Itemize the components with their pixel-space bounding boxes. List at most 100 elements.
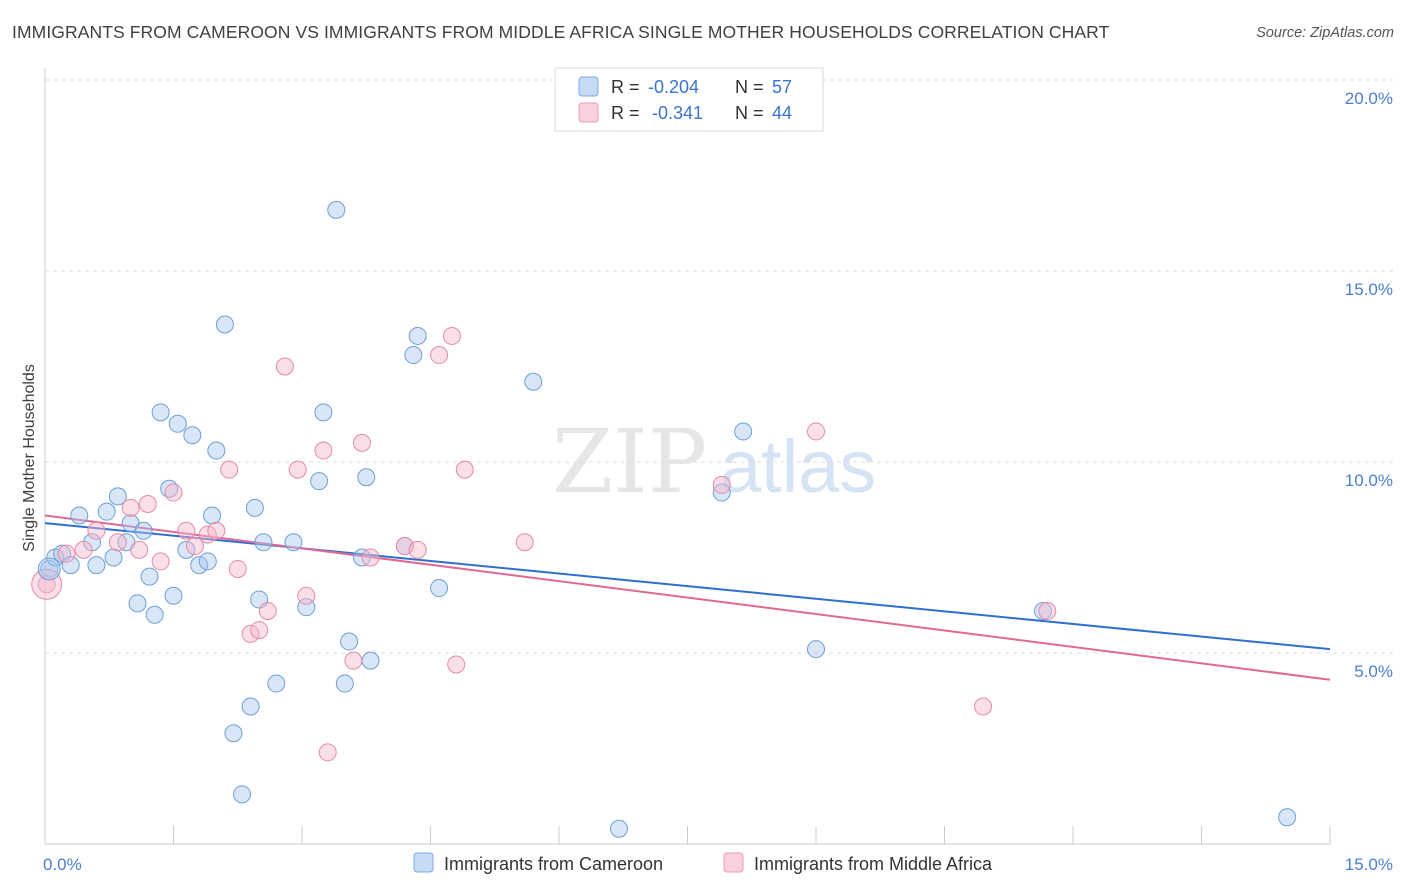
point-middle-africa-30 — [442, 326, 461, 345]
data-points — [31, 200, 1297, 838]
point-middle-africa-21 — [297, 586, 316, 605]
point-cameroon-42 — [357, 468, 376, 487]
point-cameroon-48 — [524, 372, 543, 391]
point-middle-africa-15 — [228, 559, 247, 578]
point-cameroon-51 — [734, 422, 753, 441]
point-cameroon-22 — [190, 556, 209, 575]
point-middle-africa-7 — [138, 495, 157, 514]
y-tick-label-3: 20.0% — [1345, 89, 1393, 108]
legend-n-value-2: 44 — [772, 103, 792, 123]
y-axis-label: Single Mother Households — [21, 364, 38, 552]
point-middle-africa-29 — [430, 346, 449, 365]
point-cameroon-30 — [245, 498, 264, 517]
legend-swatch-cameroon — [578, 76, 599, 97]
point-cameroon-28 — [233, 785, 252, 804]
point-middle-africa-12 — [198, 525, 217, 544]
legend-r-value-1: -0.204 — [648, 77, 699, 97]
point-cameroon-29 — [241, 697, 260, 716]
point-cameroon-9 — [108, 487, 127, 506]
point-cameroon-large — [37, 557, 61, 581]
point-middle-africa-13 — [207, 521, 226, 540]
trend-line-cameroon — [44, 522, 1331, 651]
point-cameroon-38 — [327, 200, 346, 219]
point-middle-africa-28 — [408, 540, 427, 559]
gridlines — [45, 79, 1395, 654]
point-middle-africa-11 — [185, 537, 204, 556]
series-legend-swatch-middle-africa — [723, 852, 744, 873]
series-legend-label-middle-africa: Immigrants from Middle Africa — [754, 854, 993, 874]
point-middle-africa-2 — [74, 540, 93, 559]
point-middle-africa-26 — [361, 548, 380, 567]
point-cameroon-52 — [807, 640, 825, 659]
chart-title: IMMIGRANTS FROM CAMEROON VS IMMIGRANTS F… — [12, 22, 1110, 42]
point-cameroon-18 — [164, 586, 183, 605]
point-cameroon-49 — [609, 819, 628, 838]
legend-swatch-middle-africa — [578, 102, 599, 123]
point-cameroon-47 — [430, 579, 449, 598]
point-cameroon-21 — [183, 426, 202, 445]
point-middle-africa-6 — [130, 540, 149, 559]
y-tick-label-1: 10.0% — [1345, 471, 1393, 490]
point-cameroon-27 — [224, 724, 243, 743]
x-tick-label-1: 15.0% — [1345, 855, 1393, 874]
point-cameroon-12 — [128, 594, 147, 613]
point-middle-africa-5 — [121, 498, 140, 517]
point-cameroon-26 — [215, 315, 234, 334]
point-cameroon-50 — [712, 483, 731, 502]
legend-n-label-1: N = — [735, 77, 764, 97]
stats-legend: R = -0.204 N = 57 R = -0.341 N = 44 — [554, 67, 824, 132]
point-middle-africa-17 — [250, 621, 269, 640]
point-middle-africa-4 — [108, 533, 127, 552]
point-middle-africa-23 — [318, 743, 337, 762]
point-middle-africa-19 — [275, 357, 294, 376]
point-cameroon-19 — [168, 414, 187, 433]
point-cameroon-20 — [177, 540, 196, 559]
point-middle-africa-35 — [807, 422, 825, 441]
point-cameroon-14 — [140, 567, 159, 586]
point-cameroon-3 — [61, 556, 80, 575]
point-cameroon-23 — [198, 552, 217, 571]
y-tick-label-2: 15.0% — [1345, 280, 1393, 299]
point-cameroon-54 — [1278, 808, 1297, 827]
point-middle-africa-20 — [288, 460, 307, 479]
legend-n-value-1: 57 — [772, 77, 792, 97]
y-tick-label-0: 5.0% — [1354, 662, 1393, 681]
point-cameroon-15 — [145, 605, 164, 624]
series-legend: Immigrants from Cameroon Immigrants from… — [413, 852, 993, 874]
point-cameroon-37 — [314, 403, 333, 422]
point-middle-africa-18 — [258, 601, 277, 620]
point-cameroon-13 — [134, 521, 153, 540]
point-middle-africa-37 — [1038, 601, 1057, 620]
trend-lines — [44, 514, 1331, 681]
point-middle-africa-14 — [220, 460, 239, 479]
point-cameroon-32 — [254, 533, 273, 552]
x-tick-label-0: 0.0% — [43, 855, 82, 874]
point-middle-africa-36 — [974, 697, 993, 716]
point-middle-africa-8 — [151, 552, 170, 571]
point-middle-africa-22 — [314, 441, 333, 460]
series-legend-swatch-cameroon — [413, 852, 434, 873]
legend-r-label-1: R = — [611, 77, 640, 97]
point-middle-africa-large — [31, 568, 63, 600]
point-cameroon-6 — [87, 556, 106, 575]
point-middle-africa-24 — [344, 651, 363, 670]
point-cameroon-36 — [310, 472, 329, 491]
point-cameroon-39 — [335, 674, 354, 693]
point-cameroon-34 — [284, 533, 303, 552]
point-cameroon-7 — [97, 502, 116, 521]
point-cameroon-25 — [207, 441, 226, 460]
watermark-atlas: atlas — [720, 425, 876, 508]
axes — [44, 68, 1331, 845]
y-tick-labels: 5.0% 10.0% 15.0% 20.0% — [1345, 89, 1393, 681]
legend-n-label-2: N = — [735, 103, 764, 123]
point-cameroon-46 — [408, 326, 427, 345]
point-middle-africa-32 — [455, 460, 474, 479]
point-cameroon-53 — [1034, 601, 1053, 620]
point-cameroon-8 — [104, 548, 123, 567]
point-cameroon-4 — [70, 506, 89, 525]
x-tick-labels: 0.0% 15.0% — [43, 855, 1393, 874]
point-middle-africa-16 — [241, 624, 260, 643]
point-middle-africa-31 — [447, 655, 466, 674]
point-cameroon-40 — [340, 632, 359, 651]
